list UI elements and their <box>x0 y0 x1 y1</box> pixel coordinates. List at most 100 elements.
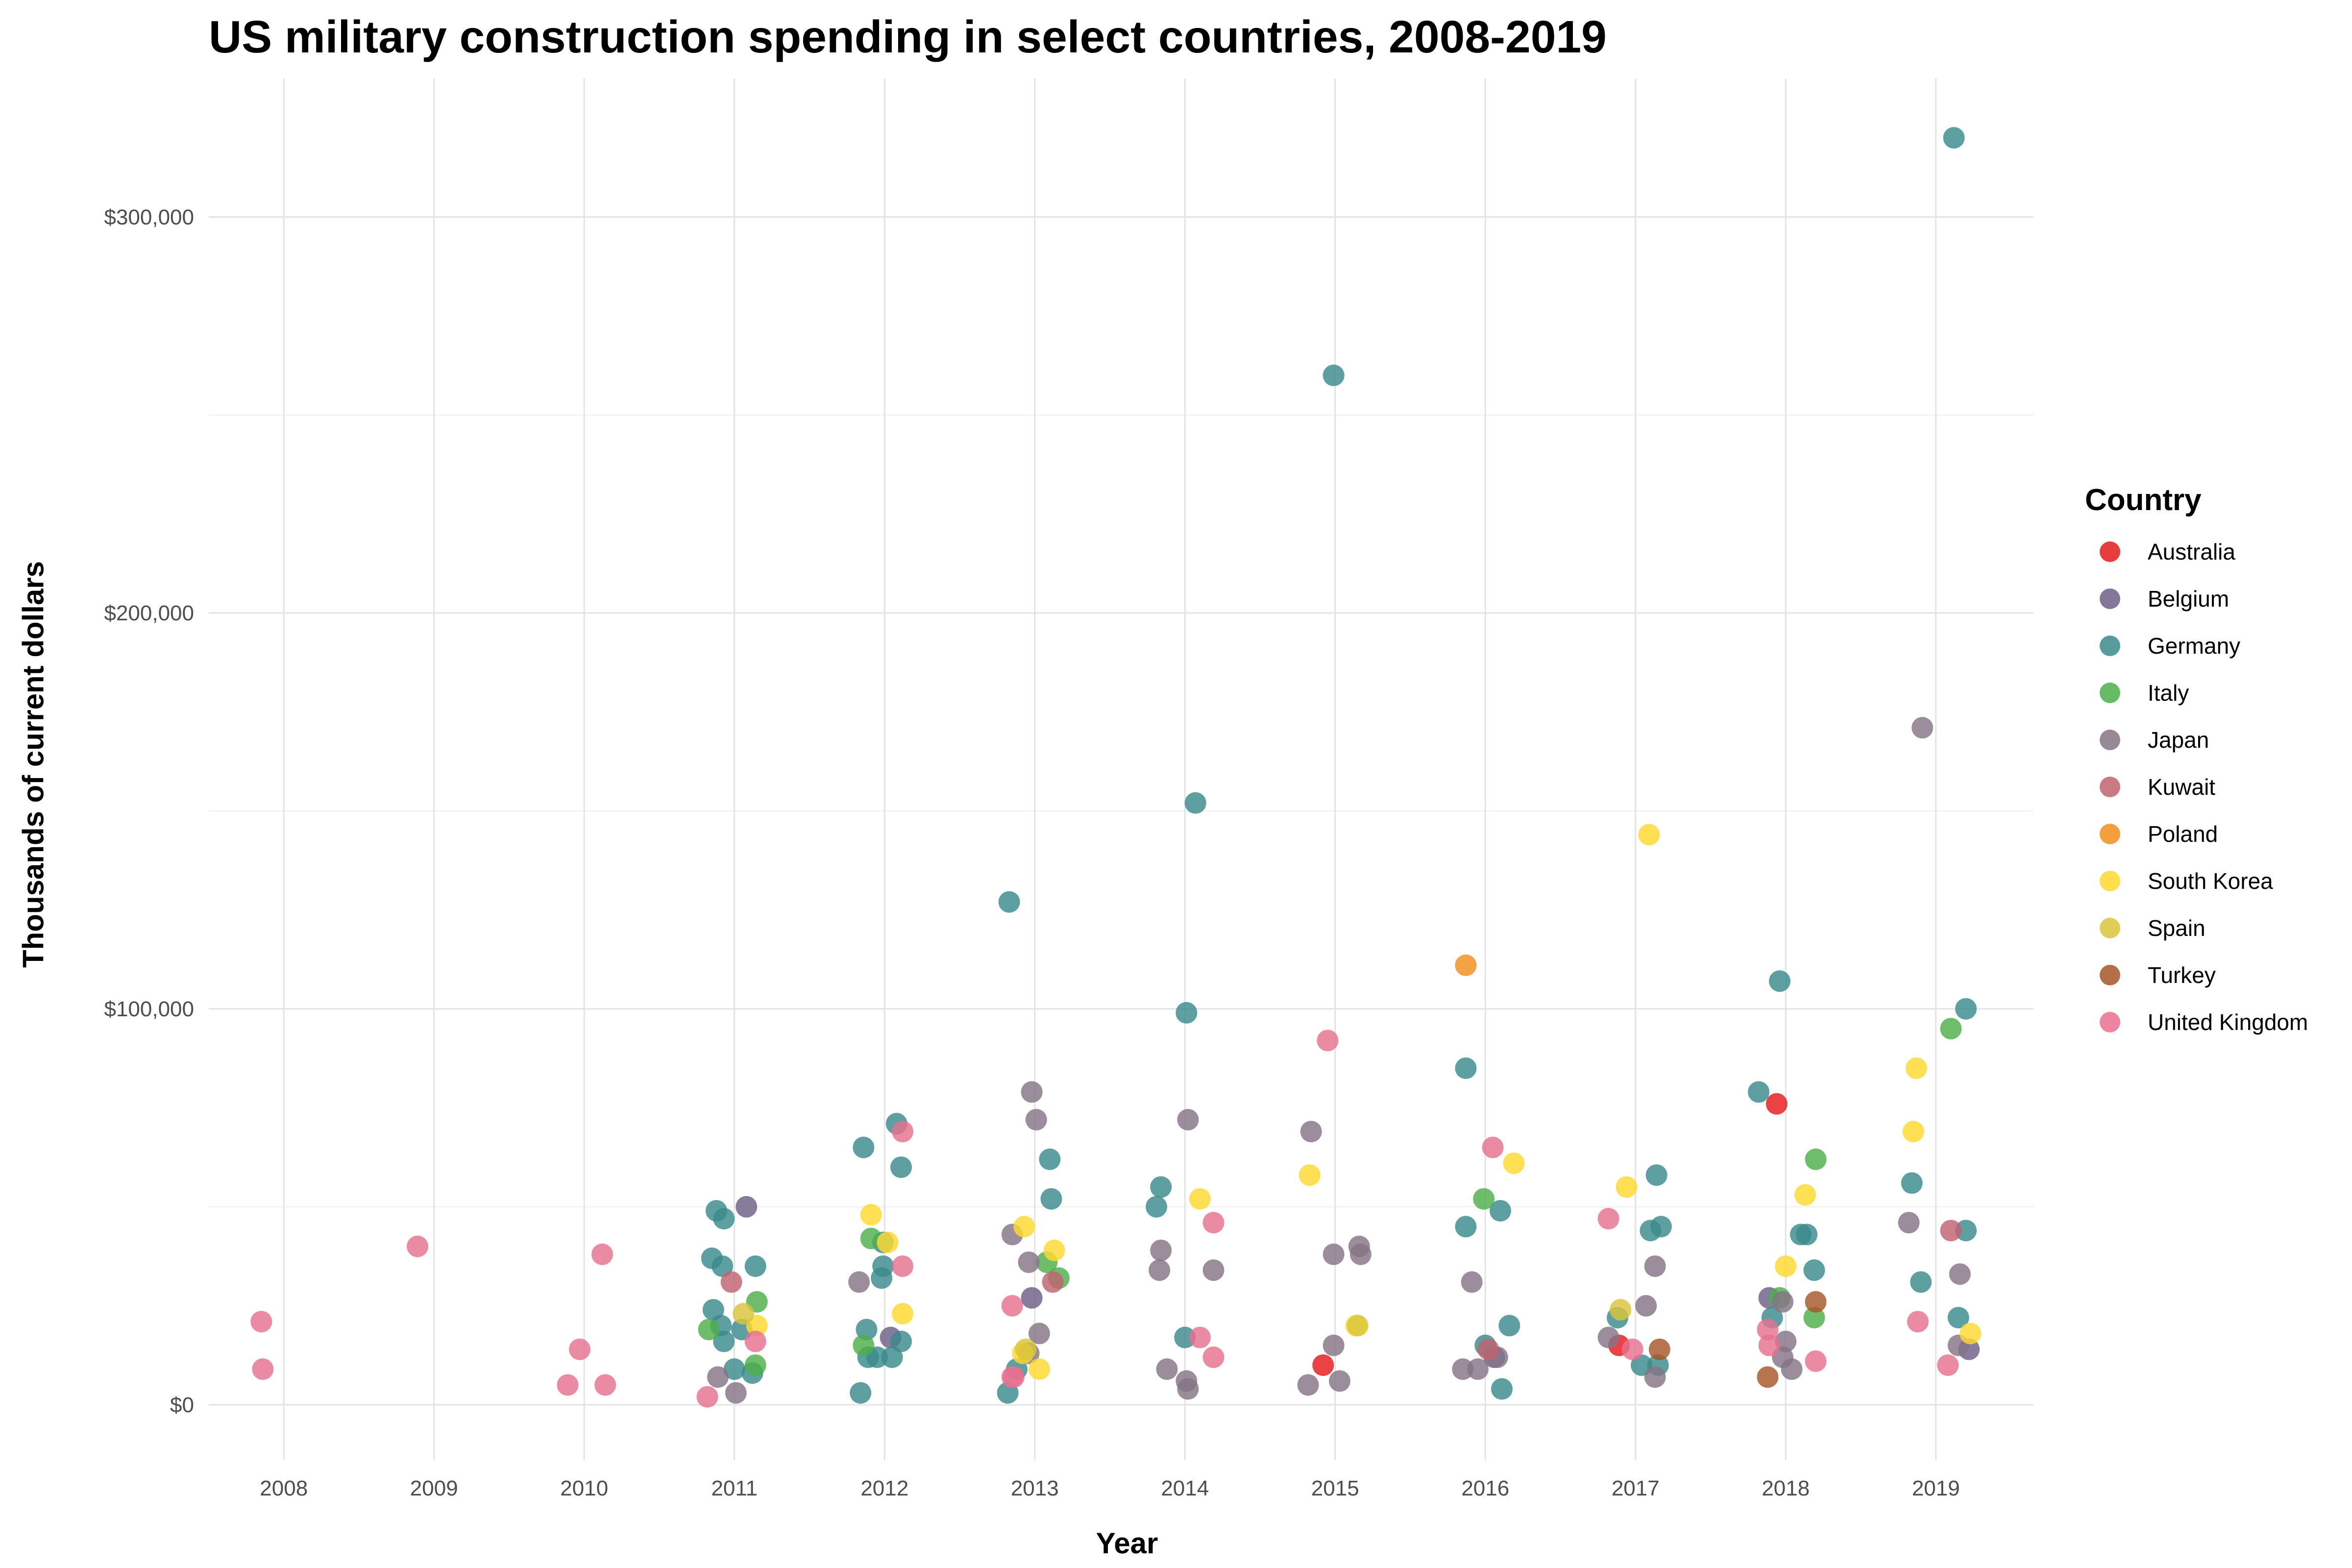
x-tick-label: 2013 <box>1011 1476 1059 1500</box>
point-germany <box>1498 1315 1520 1337</box>
point-italy <box>698 1319 720 1341</box>
point-germany <box>1947 1307 1969 1329</box>
x-tick-label: 2018 <box>1762 1476 1810 1500</box>
x-tick-label: 2008 <box>260 1476 308 1500</box>
point-japan <box>1328 1370 1350 1392</box>
x-tick-label: 2016 <box>1461 1476 1509 1500</box>
legend-item-germany: Germany <box>2085 622 2308 669</box>
point-united-kingdom <box>252 1358 274 1380</box>
point-germany <box>1748 1081 1770 1103</box>
legend: Country Australia Belgium Germany Italy Japa… <box>2085 483 2308 1046</box>
point-germany <box>1176 1002 1198 1024</box>
point-japan <box>1597 1326 1619 1348</box>
legend-item-australia: Australia <box>2085 528 2308 575</box>
point-united-kingdom <box>1202 1346 1225 1368</box>
point-south-korea <box>860 1204 882 1226</box>
point-kuwait <box>1940 1220 1962 1242</box>
legend-marker <box>2100 965 2120 985</box>
point-japan <box>1156 1358 1178 1380</box>
legend-marker <box>2100 824 2120 844</box>
point-belgium <box>735 1196 758 1218</box>
point-united-kingdom <box>569 1338 591 1360</box>
point-italy <box>853 1334 875 1356</box>
point-south-korea <box>1043 1239 1065 1261</box>
y-axis-title: Thousands of current dollars <box>17 561 50 968</box>
point-japan <box>1021 1081 1043 1103</box>
point-united-kingdom <box>1757 1319 1779 1341</box>
point-spain <box>1015 1338 1037 1360</box>
point-japan <box>1177 1109 1199 1131</box>
point-south-korea <box>1616 1176 1638 1198</box>
point-japan <box>1028 1323 1050 1345</box>
point-japan <box>1467 1358 1489 1380</box>
point-belgium <box>1021 1287 1043 1309</box>
point-japan <box>1461 1271 1483 1293</box>
point-germany <box>1150 1176 1172 1198</box>
point-spain <box>1347 1315 1369 1337</box>
legend-label: Spain <box>2148 915 2205 941</box>
point-japan <box>1635 1295 1657 1317</box>
x-tick-label: 2015 <box>1311 1476 1359 1500</box>
legend-label: Australia <box>2148 539 2235 564</box>
point-japan <box>1202 1259 1225 1281</box>
legend-item-united-kingdom: United Kingdom <box>2085 999 2308 1046</box>
point-united-kingdom <box>1597 1208 1619 1230</box>
legend-marker <box>2100 777 2120 797</box>
point-germany <box>1943 127 1965 149</box>
point-south-korea <box>1775 1255 1797 1277</box>
legend-marker <box>2100 730 2120 750</box>
point-italy <box>860 1227 882 1250</box>
point-layer <box>250 127 1982 1408</box>
point-germany <box>723 1358 745 1380</box>
point-japan <box>1323 1334 1345 1356</box>
point-turkey <box>1805 1291 1827 1313</box>
point-kuwait <box>1042 1271 1064 1293</box>
x-tick-label: 2009 <box>410 1476 458 1500</box>
legend-label: Turkey <box>2148 962 2216 988</box>
grid-layer <box>209 78 2034 1460</box>
point-united-kingdom <box>1907 1311 1929 1333</box>
legend-item-south-korea: South Korea <box>2085 858 2308 905</box>
point-germany <box>890 1156 912 1178</box>
point-japan <box>1911 717 1934 739</box>
legend-item-spain: Spain <box>2085 905 2308 952</box>
point-united-kingdom <box>1482 1136 1504 1158</box>
point-south-korea <box>877 1231 899 1253</box>
point-germany <box>1640 1220 1662 1242</box>
point-germany <box>1769 970 1791 992</box>
point-japan <box>1949 1263 1971 1285</box>
point-japan <box>848 1271 870 1293</box>
point-south-korea <box>1638 824 1660 846</box>
point-turkey <box>1648 1338 1670 1360</box>
point-germany <box>1910 1271 1932 1293</box>
point-poland <box>1455 954 1477 976</box>
point-japan <box>1150 1239 1172 1261</box>
point-united-kingdom <box>594 1374 616 1396</box>
x-tick-label: 2017 <box>1612 1476 1660 1500</box>
point-germany <box>1491 1378 1513 1400</box>
point-united-kingdom <box>696 1386 718 1408</box>
point-italy <box>1805 1148 1827 1170</box>
point-germany <box>1645 1164 1667 1186</box>
point-italy <box>1473 1188 1495 1210</box>
legend-marker <box>2100 541 2120 562</box>
point-germany <box>1955 998 1977 1020</box>
point-italy <box>1803 1307 1825 1329</box>
point-germany <box>744 1255 766 1277</box>
point-united-kingdom <box>1621 1338 1643 1360</box>
point-south-korea <box>892 1303 914 1325</box>
point-united-kingdom <box>1758 1334 1780 1356</box>
point-germany <box>1184 792 1206 814</box>
y-tick-label: $0 <box>170 1393 194 1417</box>
point-united-kingdom <box>1202 1212 1225 1234</box>
legend-label: Poland <box>2148 821 2218 847</box>
point-united-kingdom <box>407 1235 429 1257</box>
point-japan <box>1018 1251 1040 1273</box>
point-south-korea <box>1905 1057 1927 1079</box>
point-united-kingdom <box>744 1330 766 1352</box>
point-south-korea <box>1902 1121 1924 1143</box>
point-turkey <box>1757 1366 1779 1388</box>
point-japan <box>1781 1358 1803 1380</box>
point-united-kingdom <box>892 1121 914 1143</box>
